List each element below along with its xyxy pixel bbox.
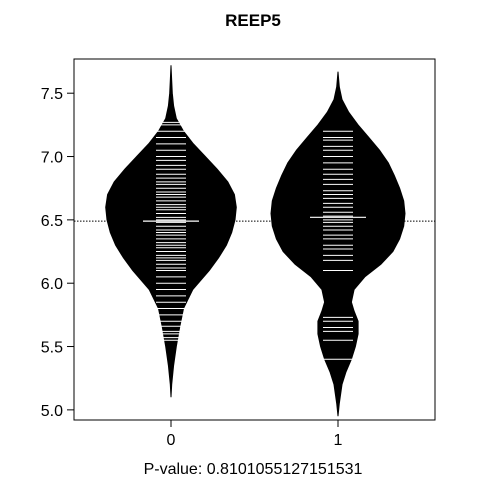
y-tick-label: 5.0 <box>41 403 63 420</box>
y-axis: 5.0 5.5 6.0 6.5 7.0 7.5 <box>41 86 74 420</box>
y-tick-label: 6.0 <box>41 276 63 293</box>
x-tick-label: 0 <box>167 432 176 449</box>
x-axis-label: P-value: 0.8101055127151531 <box>144 461 363 478</box>
bean-group-0 <box>105 65 237 398</box>
plot-frame <box>73 58 436 421</box>
y-tick-label: 6.5 <box>41 213 63 230</box>
beans-layer <box>74 65 435 417</box>
y-tick-label: 7.0 <box>41 150 63 167</box>
bean-density-0 <box>105 65 237 398</box>
y-tick-label: 5.5 <box>41 340 63 357</box>
y-tick-label: 7.5 <box>41 86 63 103</box>
x-tick-label: 1 <box>334 432 343 449</box>
bean-density-1 <box>270 71 406 417</box>
bean-group-1 <box>270 71 406 417</box>
chart-title: REEP5 <box>225 11 281 30</box>
